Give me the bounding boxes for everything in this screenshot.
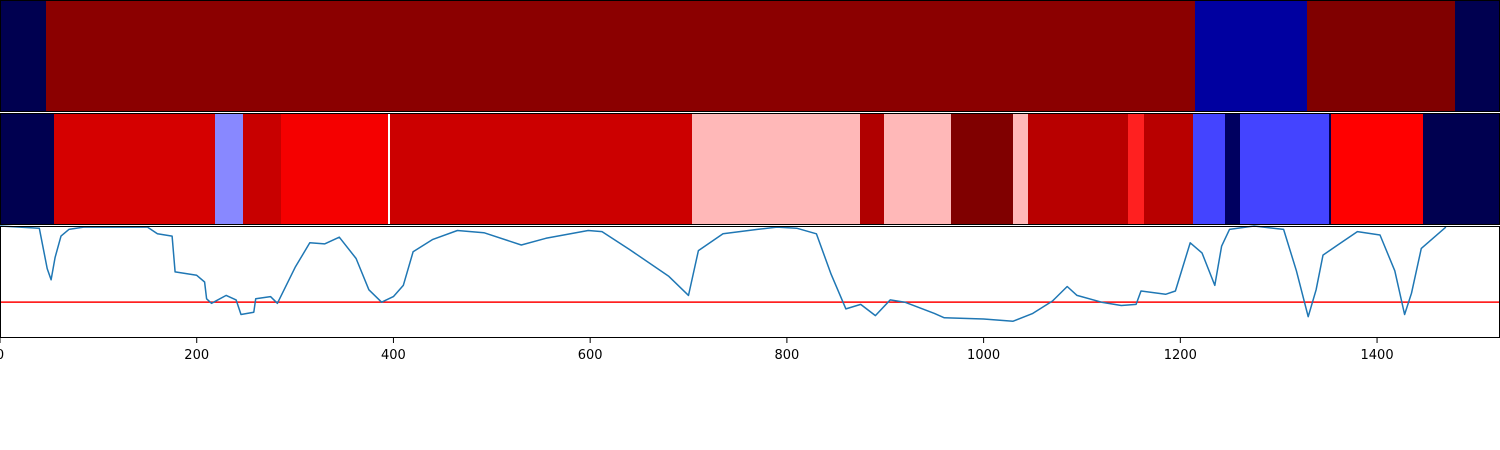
segment-7: [692, 113, 860, 225]
x-tick-label: 1200: [1164, 348, 1197, 363]
segment-10: [951, 113, 1013, 225]
middle-segment-strip: [0, 113, 1500, 225]
segment-5: [388, 113, 390, 225]
segment-2: [1195, 0, 1307, 112]
x-tick-label: 1000: [967, 348, 1000, 363]
signal-line: [0, 225, 1447, 322]
segment-0: [0, 0, 46, 112]
x-tick-label: 1400: [1361, 348, 1394, 363]
x-tick-label: 800: [774, 348, 799, 363]
x-tick-label: 600: [578, 348, 603, 363]
segment-1: [54, 113, 215, 225]
segment-15: [1193, 113, 1225, 225]
segment-11: [1013, 113, 1028, 225]
segment-1: [46, 0, 1195, 112]
segment-14: [1144, 113, 1193, 225]
segment-19: [1331, 113, 1423, 225]
segment-17: [1240, 113, 1329, 225]
segment-3: [243, 113, 281, 225]
segment-2: [215, 113, 243, 225]
segment-6: [390, 113, 692, 225]
x-tick-label: 200: [184, 348, 209, 363]
segment-20: [1423, 113, 1500, 225]
segment-16: [1225, 113, 1240, 225]
segment-9: [884, 113, 951, 225]
segment-18: [1329, 113, 1331, 225]
segment-8: [860, 113, 884, 225]
segment-12: [1028, 113, 1128, 225]
segment-4: [281, 113, 388, 225]
segment-4: [1455, 0, 1500, 112]
x-tick-label: 400: [381, 348, 406, 363]
signal-line-plot: [0, 225, 1500, 338]
signal-plot-background: [0, 226, 1500, 338]
top-segment-strip: [0, 0, 1500, 112]
x-tick-label: 0: [0, 348, 4, 363]
x-axis: 0 200 400 600 800 1000 1200 1400: [0, 338, 1394, 363]
segment-13: [1128, 113, 1144, 225]
segment-3: [1307, 0, 1455, 112]
segment-0: [0, 113, 54, 225]
